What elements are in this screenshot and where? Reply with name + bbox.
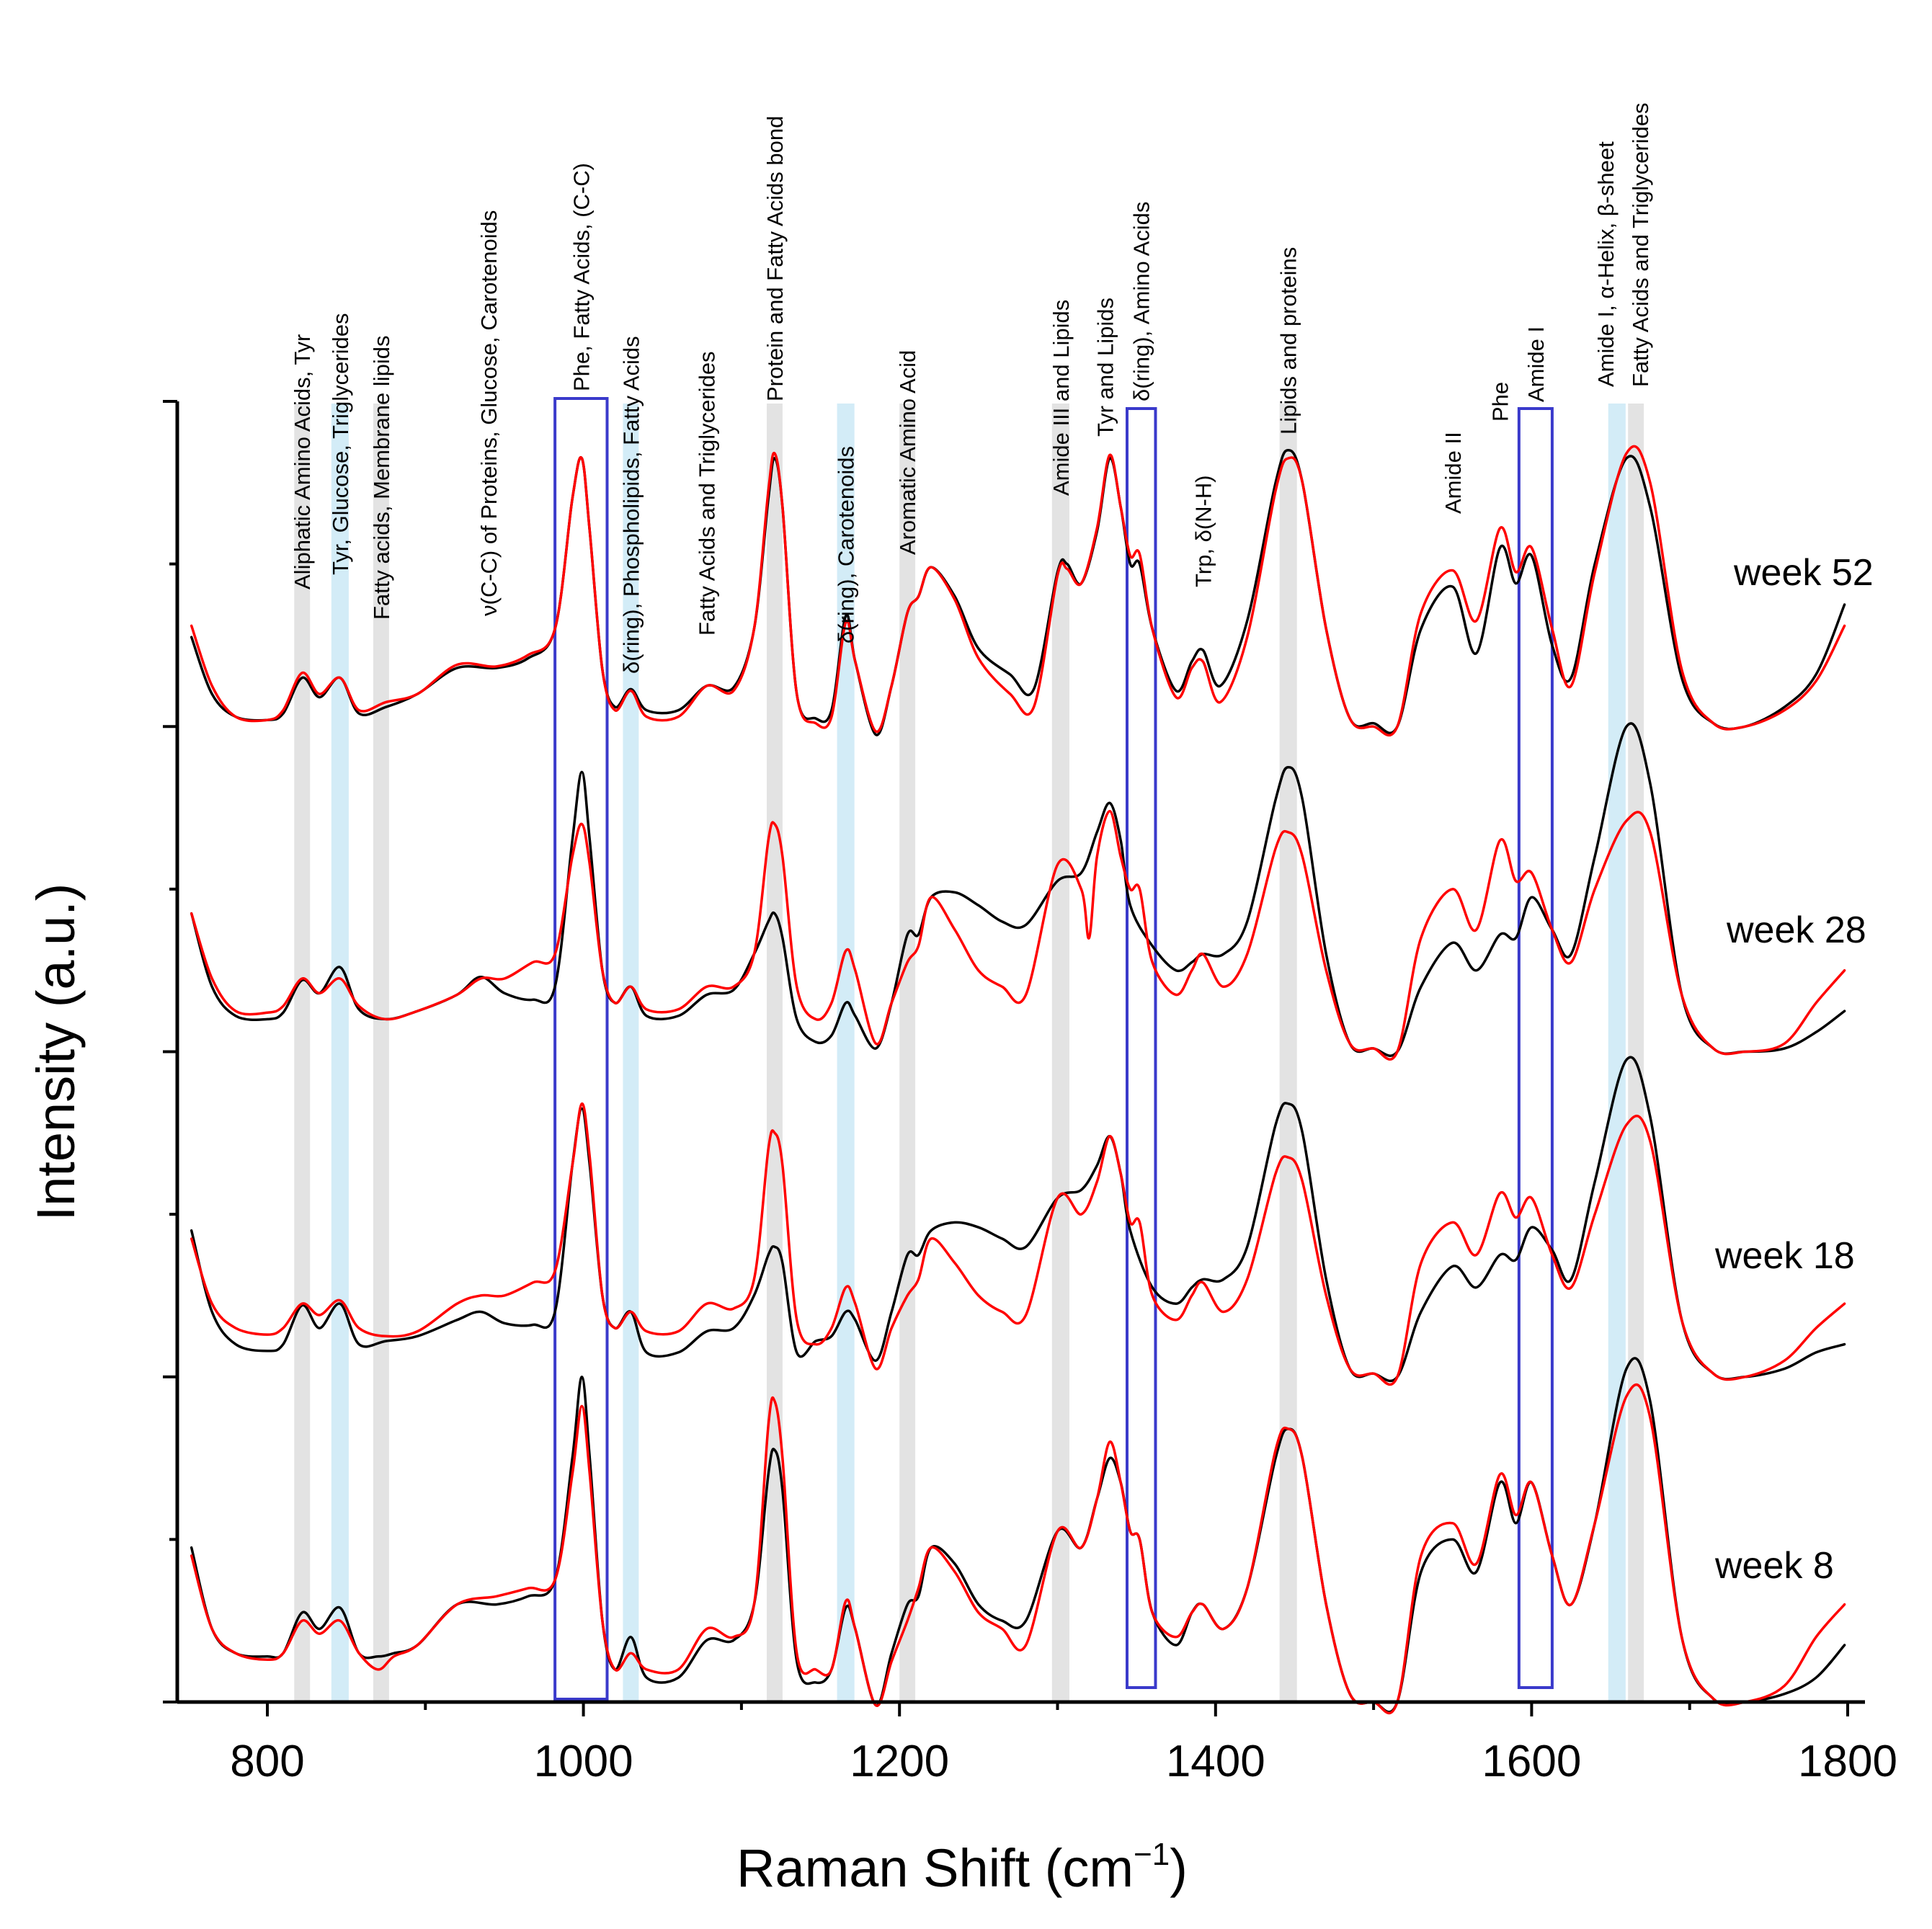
band-grey-2 bbox=[373, 404, 389, 1702]
x-tick-label: 800 bbox=[230, 1737, 304, 1786]
axis-ticks: 800 1000 1200 1400 1600 1800 bbox=[163, 400, 1897, 1786]
x-axis-title: Raman Shift (cm−1) bbox=[736, 1837, 1188, 1898]
band-grey-8 bbox=[1279, 404, 1297, 1702]
week-label: week 18 bbox=[1714, 1235, 1855, 1277]
annotation-label-4: Amide II bbox=[1441, 432, 1466, 514]
band-label-3: δ(ring), Phospholipids, Fatty Acids bbox=[618, 336, 644, 674]
series-week-8-black bbox=[190, 1357, 1846, 1714]
box-label-1: δ(ring), Amino Acids bbox=[1129, 202, 1154, 401]
x-axis-title-superscript: −1 bbox=[1134, 1837, 1170, 1872]
annotation-label-0: ν(C-C) of Proteins, Glucose, Carotenoids bbox=[476, 210, 502, 616]
x-tick-label: 1600 bbox=[1482, 1737, 1581, 1786]
spectrum-series bbox=[190, 445, 1846, 1715]
annotation-label-3: Trp, δ(N-H) bbox=[1190, 475, 1216, 587]
band-label-2: Fatty acids, Membrane lipids bbox=[369, 335, 394, 620]
x-axis-title-close: ) bbox=[1170, 1838, 1188, 1898]
box-label-0: Phe, Fatty Acids, (C-C) bbox=[569, 163, 594, 391]
series-week-8-red bbox=[190, 1383, 1846, 1715]
band-label-7: Amide III and Lipids bbox=[1049, 300, 1074, 496]
box-highlights bbox=[553, 397, 1554, 1701]
week-label: week 52 bbox=[1733, 552, 1874, 594]
highlight-box-1 bbox=[1125, 407, 1157, 1689]
band-highlights bbox=[294, 404, 1644, 1702]
band-grey-0 bbox=[294, 404, 311, 1702]
band-grey-7 bbox=[1051, 404, 1069, 1702]
band-label-9: Amide I, α-Helix, β-sheet bbox=[1593, 141, 1619, 387]
x-axis-title-main: Raman Shift (cm bbox=[736, 1838, 1134, 1898]
annotation-label-2: Tyr and Lipids bbox=[1092, 298, 1118, 437]
band-blue-9 bbox=[1608, 404, 1626, 1702]
band-label-5: δ(ring), Carotenoids bbox=[834, 446, 859, 643]
highlight-box-2 bbox=[1517, 407, 1554, 1689]
band-label-1: Tyr, Glucose, Triglycerides bbox=[328, 313, 353, 575]
series-week-18-black bbox=[190, 1056, 1846, 1383]
series-week-28-black bbox=[190, 722, 1846, 1057]
band-label-10: Fatty Acids and Triglycerides bbox=[1628, 102, 1653, 387]
x-tick-label: 1800 bbox=[1798, 1737, 1897, 1786]
x-tick-label: 1400 bbox=[1166, 1737, 1265, 1786]
x-tick-label: 1000 bbox=[534, 1737, 633, 1786]
band-label-6: Aromatic Amino Acid bbox=[895, 350, 920, 555]
band-grey-10 bbox=[1628, 404, 1644, 1702]
band-grey-4 bbox=[766, 404, 783, 1702]
series-week-52-black bbox=[190, 448, 1846, 736]
highlight-box-0 bbox=[553, 397, 609, 1701]
band-blue-3 bbox=[623, 404, 639, 1702]
band-label-8: Lipids and proteins bbox=[1276, 247, 1301, 435]
box-label-2: Amide I bbox=[1523, 326, 1549, 402]
series-week-28-red bbox=[190, 809, 1846, 1061]
band-grey-6 bbox=[899, 404, 916, 1702]
band-label-0: Aliphatic Amino Acids, Tyr bbox=[290, 334, 315, 589]
band-label-4: Protein and Fatty Acids bond bbox=[762, 116, 788, 401]
x-tick-label: 1200 bbox=[850, 1737, 949, 1786]
week-labels: week 52 week 28 week 18 week 8 bbox=[1714, 552, 1874, 1587]
week-label: week 28 bbox=[1726, 909, 1866, 951]
annotation-label-5: Phe bbox=[1488, 382, 1513, 422]
y-axis-title: Intensity (a.u.) bbox=[26, 883, 86, 1221]
band-labels: Aliphatic Amino Acids, Tyr Tyr, Glucose, … bbox=[290, 102, 1653, 674]
series-week-18-red bbox=[190, 1102, 1846, 1386]
series-week-52-red bbox=[190, 445, 1846, 737]
annotation-label-1: Fatty Acids and Triglycerides bbox=[695, 351, 720, 636]
week-label: week 8 bbox=[1714, 1545, 1834, 1587]
band-blue-1 bbox=[331, 404, 349, 1702]
